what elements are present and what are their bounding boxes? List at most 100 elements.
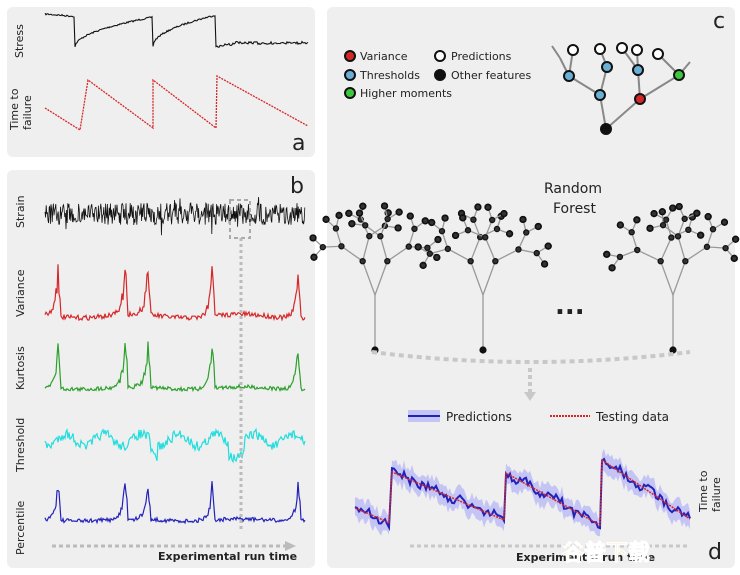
tree-node <box>657 257 664 265</box>
legend-thresholds-label: Thresholds <box>359 69 420 82</box>
tree-prediction-node <box>567 44 579 56</box>
aggregation-curve <box>371 350 691 364</box>
row-label-strain: Strain <box>14 195 27 228</box>
tree-node <box>459 214 466 222</box>
tree-node <box>506 230 513 237</box>
tree-node <box>703 243 711 251</box>
tree-node <box>405 243 412 250</box>
tree-branch <box>684 246 708 262</box>
tree-node <box>322 216 330 223</box>
panel-b <box>7 170 315 568</box>
tree-branch <box>341 245 364 262</box>
tree-node <box>732 236 739 243</box>
tree-prediction-node <box>631 44 643 56</box>
tree-node <box>650 210 658 217</box>
tree-node <box>731 255 738 262</box>
ttf-label-line1: Time to <box>8 88 21 131</box>
panel-c-content: c Variance Predictions Thresholds Other … <box>309 9 740 401</box>
panel-d-content: Predictions Testing data Time to failure… <box>354 410 723 566</box>
tree-node <box>628 229 635 236</box>
tree-node <box>438 227 446 235</box>
tree-node <box>668 234 675 241</box>
tree-node <box>434 236 442 243</box>
panel-a-content: Stress Time to failure a <box>8 12 309 156</box>
tree-node <box>395 208 403 216</box>
threshold-signal <box>44 427 306 464</box>
tree-branch <box>636 249 661 262</box>
stress-curve <box>44 12 309 48</box>
tree-threshold-node <box>632 64 644 76</box>
testing-data-curve <box>354 458 691 527</box>
example-tree-nodes <box>563 42 685 135</box>
tree-node <box>682 257 689 265</box>
panel-d-letter: d <box>708 540 722 565</box>
tree-node <box>662 216 670 223</box>
panel-c-letter: c <box>713 9 725 34</box>
tree-branch <box>362 235 370 262</box>
tree-node <box>381 202 388 210</box>
tree-node <box>359 257 366 265</box>
tree-threshold-node <box>601 61 613 73</box>
legend-other-label: Other features <box>451 69 531 82</box>
tree-node <box>674 233 682 240</box>
tree-node <box>407 212 414 220</box>
legend-variance-marker <box>344 50 356 62</box>
variance-signal <box>44 264 306 322</box>
legend-higher-marker <box>344 87 356 99</box>
panel-b-content: b Strain Variance Kurtosis Threshold Per… <box>14 174 306 563</box>
tree-branch <box>362 260 376 296</box>
row-label-kurtosis: Kurtosis <box>14 346 27 390</box>
tree-node <box>721 219 728 226</box>
tree-branch <box>470 260 484 296</box>
tree-node <box>335 212 343 219</box>
panel-a-letter: a <box>292 131 305 156</box>
tree-node <box>474 203 482 211</box>
tree-branch <box>470 236 481 262</box>
tree-variance-node <box>634 93 646 105</box>
tree-node <box>500 210 508 217</box>
tree-node <box>616 253 624 261</box>
d-x-axis-label: Experimental run time <box>516 551 655 564</box>
tree-branch <box>482 260 496 296</box>
tree-node <box>545 242 552 250</box>
watermark: 谷普下载 <box>562 540 650 566</box>
tree-node <box>646 225 654 232</box>
tree-node <box>541 260 548 268</box>
tree-node <box>681 215 688 223</box>
legend-predictions-text: Predictions <box>446 410 512 424</box>
prediction-uncertainty-band <box>355 448 690 537</box>
tree-node <box>634 246 641 254</box>
tree-node <box>704 213 712 220</box>
tree-node <box>617 221 624 229</box>
tree-branch <box>386 246 410 262</box>
tree-branch <box>677 236 686 262</box>
tree-higher-moment-node <box>673 69 685 81</box>
tree-node <box>384 257 391 265</box>
tree-prediction-node <box>594 43 606 55</box>
tree-node <box>452 232 459 239</box>
feature-legend: Variance Predictions Thresholds Other fe… <box>344 50 531 100</box>
aggregation-arrow-head <box>524 392 536 401</box>
forest-ellipsis: ... <box>555 291 585 321</box>
tree-node <box>444 245 452 253</box>
tree-node <box>310 254 318 261</box>
tree-node <box>433 254 440 261</box>
tree-prediction-node <box>652 48 664 60</box>
legend-other-marker <box>434 69 446 81</box>
tree-node <box>488 216 496 224</box>
tree-node <box>419 262 427 269</box>
tree-node <box>533 249 540 257</box>
tree-node <box>608 264 616 272</box>
selection-window <box>229 199 251 239</box>
tree-node <box>464 227 472 234</box>
legend-thresholds-marker <box>344 69 356 81</box>
tree-branch <box>495 248 519 262</box>
tree-node <box>356 209 363 217</box>
tree-branch <box>379 236 388 262</box>
tree-node <box>535 223 542 230</box>
tree-node <box>422 217 429 225</box>
tree-node <box>424 244 431 252</box>
tree-node <box>428 219 435 226</box>
tree-node <box>515 246 522 253</box>
